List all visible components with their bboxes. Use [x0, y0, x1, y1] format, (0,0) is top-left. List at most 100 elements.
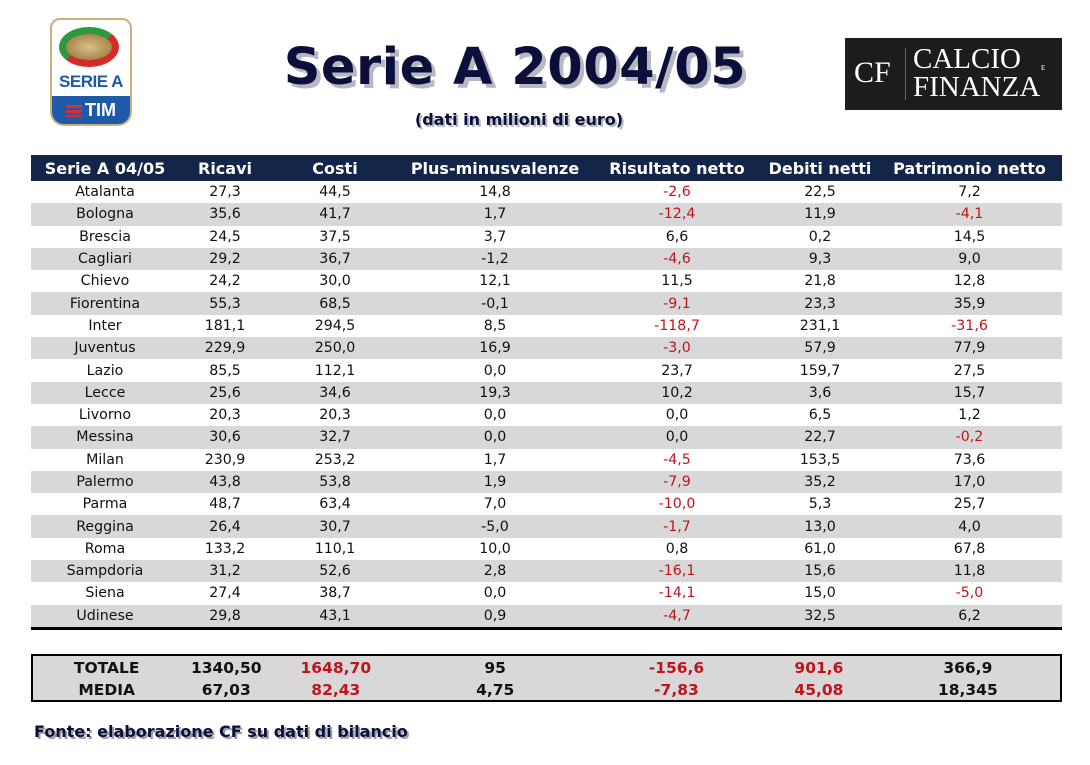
cell-ricavi: 24,5 [209, 228, 241, 245]
table-row: Messina 30,6 32,7 0,0 0,0 22,7 -0,2 [31, 426, 1062, 449]
table-row: Livorno 20,3 20,3 0,0 0,0 6,5 1,2 [31, 404, 1062, 426]
cell-risultato: -16,1 [658, 563, 696, 580]
table-row: Inter 181,1 294,5 8,5 -118,7 231,1 -31,6 [31, 315, 1062, 337]
cell-patrimonio: 12,8 [953, 273, 986, 290]
calcio-finanza-logo: CF CALCIO E FINANZA [845, 38, 1062, 110]
cell-risultato: -7,9 [663, 474, 691, 490]
cell-team: Parma [82, 496, 128, 513]
cell-team: Palermo [76, 474, 134, 490]
cell-debiti: 22,7 [804, 429, 836, 446]
table-row: Cagliari 29,2 36,7 -1,2 -4,6 9,3 9,0 [31, 247, 1062, 271]
cell-patrimonio: -31,6 [951, 317, 988, 334]
cell-debiti: 6,5 [808, 407, 832, 424]
cell-plusminus: -5,0 [481, 518, 509, 535]
cell-patrimonio: 11,8 [953, 563, 986, 580]
column-header-team: Serie A 04/05 [44, 158, 166, 178]
table-row: Fiorentina 55,3 68,5 -0,1 -9,1 23,3 35,9 [31, 292, 1062, 315]
cell-ricavi: 30,6 [209, 429, 241, 446]
cell-costi: 53,8 [319, 474, 351, 490]
totale-risultato: -156,6 [648, 659, 705, 677]
financial-table: Serie A 04/05 Ricavi Costi Plus-minusval… [31, 155, 1062, 630]
cell-patrimonio: 4,0 [958, 518, 981, 535]
cell-debiti: 21,8 [804, 273, 836, 290]
cell-debiti: 15,6 [804, 563, 836, 580]
cell-plusminus: 3,7 [483, 228, 507, 245]
totale-ricavi: 1340,50 [190, 659, 262, 677]
totale-costi: 1648,70 [300, 659, 372, 677]
table-row: Chievo 24,2 30,0 12,1 11,5 21,8 12,8 [31, 270, 1062, 292]
table-row: Brescia 24,5 37,5 3,7 6,6 0,2 14,5 [31, 226, 1062, 248]
cell-debiti: 9,3 [808, 251, 832, 268]
cell-risultato: -12,4 [658, 206, 696, 223]
cell-debiti: 15,0 [804, 585, 836, 602]
cell-patrimonio: 77,9 [953, 340, 986, 357]
cell-team: Reggina [76, 518, 134, 535]
cell-plusminus: 1,7 [483, 451, 507, 468]
cell-costi: 30,7 [319, 518, 351, 535]
cell-debiti: 159,7 [799, 362, 841, 379]
cell-plusminus: 0,0 [483, 585, 507, 602]
cell-costi: 34,6 [319, 384, 351, 401]
table-row: Lazio 85,5 112,1 0,0 23,7 159,7 27,5 [31, 359, 1062, 381]
cell-ricavi: 48,7 [209, 496, 241, 513]
cell-costi: 30,0 [319, 273, 351, 290]
media-row: MEDIA 67,03 82,43 4,75 -7,83 45,08 18,34… [33, 679, 1060, 701]
cell-patrimonio: 27,5 [953, 362, 986, 379]
logo-cf-line1: CALCIO [913, 43, 1021, 75]
column-header-ricavi: Ricavi [198, 158, 252, 178]
cell-risultato: 0,0 [665, 407, 689, 424]
cell-costi: 41,7 [319, 206, 351, 223]
cell-team: Roma [84, 540, 126, 557]
cell-costi: 63,4 [319, 496, 351, 513]
cell-plusminus: -0,1 [481, 295, 509, 312]
logo-wordmark: SERIE A [59, 72, 123, 91]
cell-risultato: -118,7 [654, 317, 700, 334]
cell-plusminus: 12,1 [479, 273, 511, 290]
cell-debiti: 35,2 [804, 474, 836, 490]
tim-bars-icon [66, 105, 82, 117]
table-row: Juventus 229,9 250,0 16,9 -3,0 57,9 77,9 [31, 337, 1062, 360]
cell-debiti: 32,5 [804, 607, 836, 624]
logo-sponsor-text: TIM [85, 100, 116, 120]
cell-team: Udinese [76, 607, 134, 624]
cell-ricavi: 24,2 [209, 273, 241, 290]
cell-plusminus: 10,0 [479, 540, 511, 557]
table-row: Sampdoria 31,2 52,6 2,8 -16,1 15,6 11,8 [31, 560, 1062, 583]
cell-costi: 68,5 [319, 295, 351, 312]
logo-sponsor: TIM [50, 96, 132, 126]
cell-costi: 110,1 [314, 540, 356, 557]
column-header-costi: Costi [312, 158, 358, 178]
serie-a-logo: SERIE A TIM [50, 18, 132, 128]
cell-team: Inter [88, 317, 122, 334]
cell-risultato: -3,0 [663, 340, 691, 357]
table-body: Atalanta 27,3 44,5 14,8 -2,6 22,5 7,2 Bologna 35… [31, 181, 1062, 630]
cell-costi: 38,7 [319, 585, 351, 602]
totale-patrimonio: 366,9 [943, 659, 993, 677]
cell-risultato: 0,0 [665, 429, 689, 446]
table-row: Palermo 43,8 53,8 1,9 -7,9 35,2 17,0 [31, 470, 1062, 494]
cell-team: Lecce [84, 384, 126, 401]
table-row: Udinese 29,8 43,1 0,9 -4,7 32,5 6,2 [31, 604, 1062, 627]
page-subtitle: (dati in milioni di euro) [414, 110, 624, 129]
cell-costi: 112,1 [314, 362, 356, 379]
cell-team: Sampdoria [66, 563, 144, 580]
cell-ricavi: 29,2 [209, 251, 241, 268]
cell-costi: 32,7 [319, 429, 351, 446]
cell-ricavi: 20,3 [209, 407, 241, 424]
table-row: Bologna 35,6 41,7 1,7 -12,4 11,9 -4,1 [31, 203, 1062, 226]
cell-plusminus: 2,8 [483, 563, 507, 580]
cell-ricavi: 25,6 [209, 384, 241, 401]
cell-debiti: 3,6 [808, 384, 832, 401]
cell-costi: 37,5 [319, 228, 351, 245]
cell-patrimonio: 14,5 [953, 228, 986, 245]
cell-costi: 52,6 [319, 563, 351, 580]
cell-debiti: 22,5 [804, 184, 836, 201]
table-header: Serie A 04/05 Ricavi Costi Plus-minusval… [31, 155, 1062, 181]
cell-plusminus: 7,0 [483, 496, 507, 513]
cell-plusminus: 0,0 [483, 407, 507, 424]
cell-ricavi: 31,2 [209, 563, 241, 580]
logo-cf-abbr: CF [854, 56, 891, 89]
media-plusminus: 4,75 [476, 681, 515, 699]
cell-plusminus: 1,9 [483, 474, 507, 490]
cell-team: Messina [76, 429, 134, 446]
